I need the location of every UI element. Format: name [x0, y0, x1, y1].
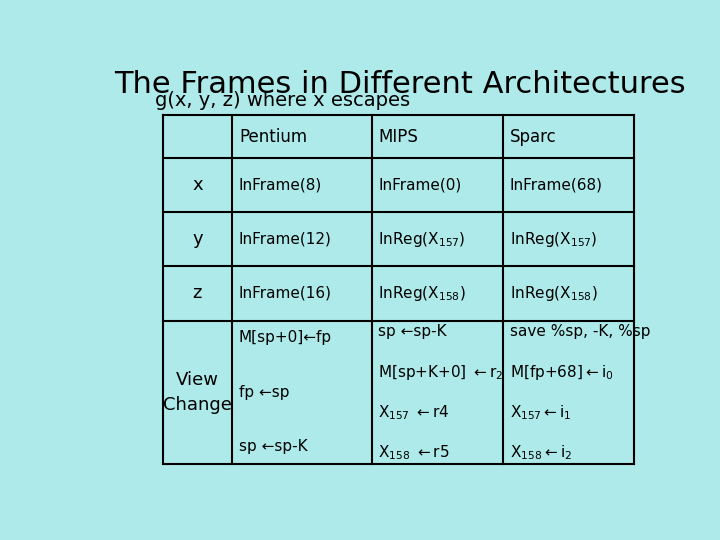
Text: MIPS: MIPS	[379, 127, 418, 145]
Text: X$_{158}$ $\leftarrow$r5: X$_{158}$ $\leftarrow$r5	[379, 443, 450, 462]
Text: InReg(X$_{158}$): InReg(X$_{158}$)	[379, 284, 467, 303]
Text: InReg(X$_{158}$): InReg(X$_{158}$)	[510, 284, 598, 303]
Text: X$_{157}$ $\leftarrow$r4: X$_{157}$ $\leftarrow$r4	[379, 403, 450, 422]
Text: X$_{158}$$\leftarrow$i$_{2}$: X$_{158}$$\leftarrow$i$_{2}$	[510, 443, 572, 462]
Text: InFrame(0): InFrame(0)	[379, 178, 462, 193]
Text: x: x	[192, 177, 203, 194]
Text: Sparc: Sparc	[510, 127, 557, 145]
Text: InFrame(68): InFrame(68)	[510, 178, 603, 193]
Text: View
Change: View Change	[163, 371, 232, 414]
Bar	[163, 114, 634, 464]
Text: M[sp+0]←fp: M[sp+0]←fp	[239, 330, 332, 345]
Text: M[sp+K+0] $\leftarrow$r$_{2}$: M[sp+K+0] $\leftarrow$r$_{2}$	[379, 363, 504, 382]
Text: z: z	[193, 285, 202, 302]
Text: The Frames in Different Architectures: The Frames in Different Architectures	[114, 70, 685, 99]
Text: InFrame(8): InFrame(8)	[239, 178, 323, 193]
Text: save %sp, -K, %sp: save %sp, -K, %sp	[510, 325, 650, 340]
Text: InFrame(12): InFrame(12)	[239, 232, 332, 247]
Text: Pentium: Pentium	[239, 127, 307, 145]
Text: g(x, y, z) where x escapes: g(x, y, z) where x escapes	[155, 91, 410, 111]
Text: M[fp+68]$\leftarrow$i$_{0}$: M[fp+68]$\leftarrow$i$_{0}$	[510, 363, 613, 382]
Text: y: y	[192, 231, 203, 248]
Text: InReg(X$_{157}$): InReg(X$_{157}$)	[510, 230, 597, 249]
Text: sp ←sp-K: sp ←sp-K	[379, 325, 447, 340]
Text: InFrame(16): InFrame(16)	[239, 286, 332, 301]
Text: InReg(X$_{157}$): InReg(X$_{157}$)	[379, 230, 465, 249]
Text: sp ←sp-K: sp ←sp-K	[239, 439, 307, 454]
Text: X$_{157}$$\leftarrow$i$_{1}$: X$_{157}$$\leftarrow$i$_{1}$	[510, 403, 571, 422]
Text: fp ←sp: fp ←sp	[239, 384, 289, 400]
